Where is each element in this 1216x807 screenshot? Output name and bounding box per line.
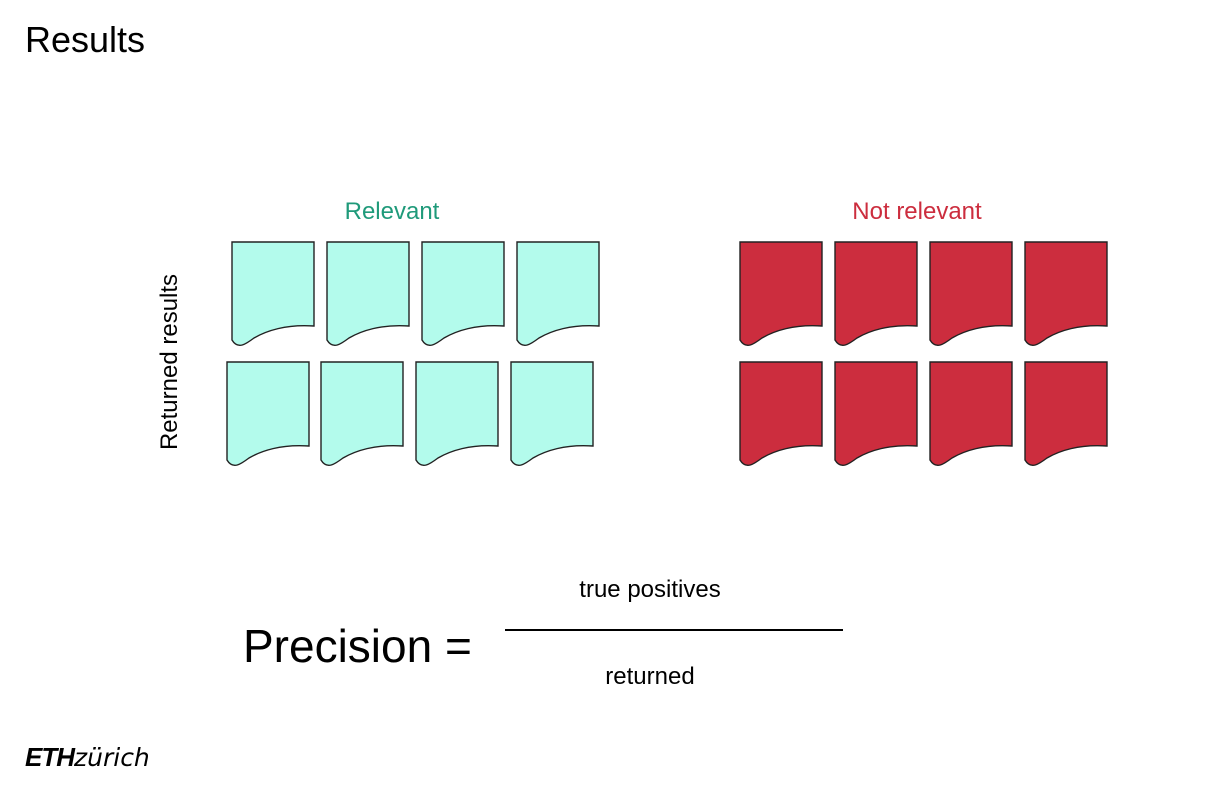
eth-zurich-logo: ETHzürich <box>25 742 150 773</box>
not-relevant-document-icon <box>739 361 823 467</box>
relevant-label: Relevant <box>344 198 440 225</box>
relevant-document-icon <box>326 241 410 347</box>
not-relevant-document-icon <box>929 241 1013 347</box>
formula-numerator: true positives <box>579 576 721 603</box>
relevant-document-icon <box>320 361 404 467</box>
logo-eth: ETH <box>25 742 75 772</box>
logo-zurich: zürich <box>74 743 150 772</box>
fraction-bar <box>505 629 843 631</box>
not-relevant-document-icon <box>1024 361 1108 467</box>
not-relevant-document-icon <box>1024 241 1108 347</box>
not-relevant-document-icon <box>739 241 823 347</box>
relevant-document-icon <box>415 361 499 467</box>
not-relevant-document-icon <box>834 361 918 467</box>
not-relevant-label: Not relevant <box>852 198 982 225</box>
relevant-document-icon <box>226 361 310 467</box>
precision-label: Precision = <box>243 620 472 672</box>
not-relevant-document-icon <box>929 361 1013 467</box>
formula-denominator: returned <box>605 663 695 690</box>
relevant-document-icon <box>510 361 594 467</box>
relevant-document-icon <box>516 241 600 347</box>
relevant-document-icon <box>421 241 505 347</box>
page-title: Results <box>25 19 146 60</box>
relevant-document-icon <box>231 241 315 347</box>
not-relevant-document-icon <box>834 241 918 347</box>
